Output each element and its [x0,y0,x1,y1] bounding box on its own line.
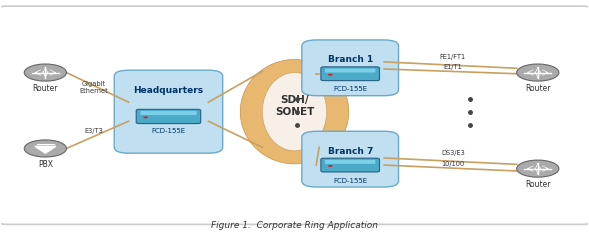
Text: Router: Router [32,84,58,93]
Text: Router: Router [525,180,551,189]
Ellipse shape [262,72,327,151]
Text: 10/100: 10/100 [441,162,464,168]
FancyBboxPatch shape [140,111,197,115]
FancyBboxPatch shape [321,67,379,81]
Circle shape [517,64,559,81]
Ellipse shape [240,60,349,164]
Text: SDH/
SONET: SDH/ SONET [275,95,314,117]
FancyBboxPatch shape [325,69,375,72]
FancyBboxPatch shape [321,158,379,172]
FancyBboxPatch shape [302,131,399,187]
Text: Figure 1.  Corporate Ring Application: Figure 1. Corporate Ring Application [211,221,378,230]
Circle shape [328,74,333,76]
Circle shape [328,165,333,167]
Text: FCD-155E: FCD-155E [333,86,368,92]
Text: Headquarters: Headquarters [133,86,204,95]
Circle shape [24,140,67,157]
Text: E1/T1: E1/T1 [444,64,462,70]
FancyBboxPatch shape [0,6,589,224]
FancyBboxPatch shape [114,70,223,153]
FancyBboxPatch shape [136,109,201,124]
Circle shape [24,64,67,81]
Circle shape [143,116,148,118]
Text: FE1/FT1: FE1/FT1 [440,54,466,60]
Text: Router: Router [525,84,551,93]
Text: Branch 1: Branch 1 [327,55,373,64]
FancyBboxPatch shape [325,160,375,164]
Text: Branch 7: Branch 7 [327,147,373,156]
Text: FCD-155E: FCD-155E [333,178,368,184]
FancyBboxPatch shape [302,40,399,96]
Polygon shape [35,146,56,153]
Text: PBX: PBX [38,160,53,169]
Text: DS3/E3: DS3/E3 [441,150,465,156]
Text: E3/T3: E3/T3 [85,128,104,134]
Circle shape [517,160,559,177]
Text: FCD-155E: FCD-155E [151,128,186,134]
Text: Gigabit
Ethernet: Gigabit Ethernet [80,81,108,94]
